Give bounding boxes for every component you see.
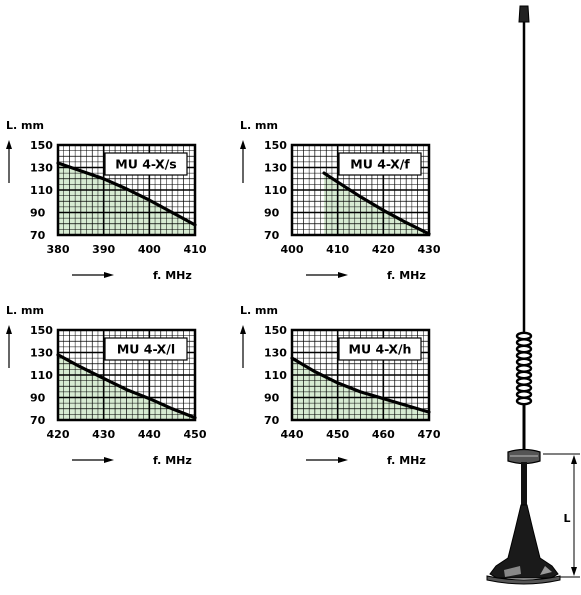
- x-tick-label: 400: [281, 243, 304, 256]
- x-tick-label: 470: [418, 428, 441, 441]
- y-tick-label: 90: [264, 207, 280, 220]
- antenna-base-plate: [486, 575, 561, 585]
- chart-title: MU 4-X/s: [115, 157, 176, 172]
- chart-title: MU 4-X/h: [349, 342, 412, 357]
- x-tick-label: 460: [372, 428, 395, 441]
- y-tick-label: 70: [30, 229, 46, 242]
- x-axis-arrow-icon: [104, 272, 114, 278]
- y-tick-label: 90: [264, 392, 280, 405]
- x-tick-label: 430: [418, 243, 441, 256]
- y-tick-label: 70: [264, 229, 280, 242]
- chart-title-box: [338, 152, 422, 176]
- y-tick-label: 110: [264, 184, 287, 197]
- x-tick-label: 450: [326, 428, 349, 441]
- x-tick-label: 450: [184, 428, 207, 441]
- y-tick-label: 90: [30, 392, 46, 405]
- plot-frame: [290, 143, 431, 237]
- y-axis-label: L. mm: [240, 119, 278, 132]
- y-tick-label: 130: [264, 347, 287, 360]
- dimension-label: L: [563, 512, 570, 525]
- chart-title-box: [104, 152, 188, 176]
- y-tick-label: 90: [30, 207, 46, 220]
- antenna-neck: [521, 462, 527, 508]
- y-tick-label: 150: [264, 139, 287, 152]
- y-tick-label: 110: [264, 369, 287, 382]
- antenna-tip: [518, 5, 530, 23]
- y-tick-label: 150: [30, 324, 53, 337]
- x-tick-label: 440: [281, 428, 304, 441]
- x-tick-label: 380: [47, 243, 70, 256]
- antenna-illustration: L: [486, 5, 580, 585]
- chart-title: MU 4-X/l: [117, 342, 175, 357]
- x-tick-label: 430: [92, 428, 115, 441]
- x-tick-label: 390: [92, 243, 115, 256]
- plot-frame: [290, 328, 431, 422]
- x-axis-arrow-icon: [104, 457, 114, 463]
- plot-frame: [56, 143, 197, 237]
- x-axis-arrow-icon: [338, 457, 348, 463]
- x-tick-label: 420: [372, 243, 395, 256]
- antenna-coil: [515, 331, 533, 406]
- x-axis-label: f. MHz: [153, 269, 192, 282]
- x-axis-arrow-icon: [338, 272, 348, 278]
- x-tick-label: 440: [138, 428, 161, 441]
- x-axis-label: f. MHz: [387, 269, 426, 282]
- y-tick-label: 130: [30, 347, 53, 360]
- dimension-arrow-up: [571, 455, 577, 464]
- x-tick-label: 410: [184, 243, 207, 256]
- y-tick-label: 150: [264, 324, 287, 337]
- chart-title-box: [338, 337, 422, 361]
- y-axis-label: L. mm: [6, 119, 44, 132]
- chart-title: MU 4-X/f: [350, 157, 410, 172]
- x-tick-label: 420: [47, 428, 70, 441]
- y-axis-arrow-icon: [240, 140, 246, 149]
- y-axis-label: L. mm: [240, 304, 278, 317]
- y-axis-arrow-icon: [6, 140, 12, 149]
- y-axis-label: L. mm: [6, 304, 44, 317]
- x-axis-label: f. MHz: [153, 454, 192, 467]
- y-axis-arrow-icon: [6, 325, 12, 334]
- plot-frame: [56, 328, 197, 422]
- antenna-base: [489, 504, 559, 579]
- y-tick-label: 150: [30, 139, 53, 152]
- y-tick-label: 70: [30, 414, 46, 427]
- y-tick-label: 130: [30, 162, 53, 175]
- x-axis-label: f. MHz: [387, 454, 426, 467]
- series-line: [322, 171, 431, 236]
- chart-title-box: [104, 337, 188, 361]
- x-tick-label: 400: [138, 243, 161, 256]
- x-tick-label: 410: [326, 243, 349, 256]
- y-axis-arrow-icon: [240, 325, 246, 334]
- y-tick-label: 110: [30, 369, 53, 382]
- y-tick-label: 110: [30, 184, 53, 197]
- dimension-arrow-down: [571, 567, 577, 576]
- coil-turn: [515, 396, 533, 406]
- y-tick-label: 70: [264, 414, 280, 427]
- area-fill: [324, 173, 429, 235]
- y-tick-label: 130: [264, 162, 287, 175]
